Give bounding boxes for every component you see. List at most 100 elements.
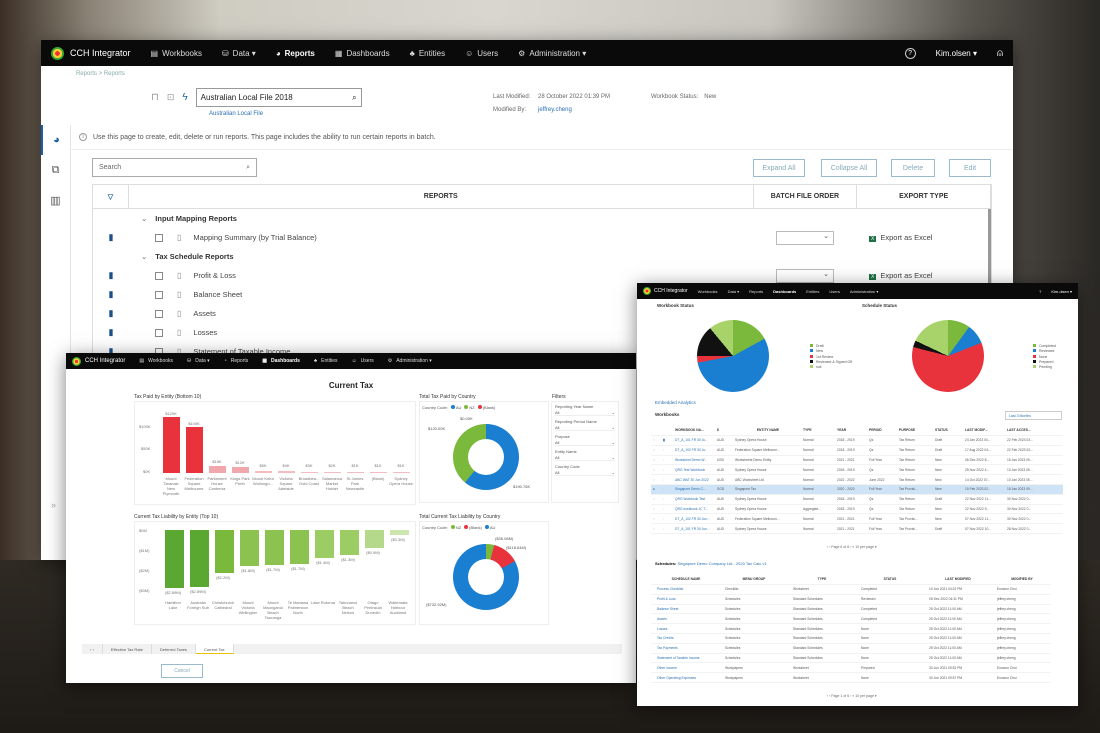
table-row[interactable]: Assets Schedules Standard Schedules Complet… xyxy=(651,614,1051,625)
bookmark-icon[interactable]: ▮ xyxy=(108,346,114,356)
filter-icon[interactable]: ▽ xyxy=(93,185,129,208)
table-row[interactable]: ○ ▫ QRG Workbook Test AUD Sydney Opera House… xyxy=(651,495,1063,505)
cancel-button[interactable]: Cancel xyxy=(161,664,203,678)
workbook-link[interactable]: ABC WAT 30 Jun 2022 xyxy=(675,477,709,482)
workbook-link[interactable]: DT_A_102 FR 30 Ju... xyxy=(675,448,708,453)
row-checkbox[interactable] xyxy=(155,290,163,299)
workbook-link[interactable]: QRG workbook JC T... xyxy=(675,506,708,511)
tab-deferred-taxes[interactable]: Deferred Taxes xyxy=(152,644,196,654)
bookmark-icon[interactable]: ▫ xyxy=(663,497,665,502)
nav-data[interactable]: Data ▾ xyxy=(727,288,740,294)
row-checkbox[interactable] xyxy=(155,328,163,337)
table-row[interactable]: ○ ▫ DT_A_101 FR 30 Jun... AUD Sydney Opera H… xyxy=(651,524,1063,534)
workbook-link[interactable]: QRG Workbook Test xyxy=(675,497,706,502)
bookmark-icon[interactable]: ▫ xyxy=(663,457,665,462)
export-excel[interactable]: X Export as Excel xyxy=(869,271,933,280)
tab-current-tax[interactable]: Current Tax xyxy=(195,644,234,654)
schedule-link[interactable]: Assets xyxy=(657,616,667,621)
nav-users[interactable]: ☺ Users xyxy=(465,48,499,58)
row-checkbox[interactable] xyxy=(155,309,163,318)
nav-dashboards[interactable]: Dashboards xyxy=(773,288,797,294)
collapse-all-button[interactable]: Collapse All xyxy=(821,159,877,177)
table-row[interactable]: Balance Sheet Schedules Standard Schedules… xyxy=(651,605,1051,615)
row-radio[interactable]: ○ xyxy=(653,526,655,531)
row-radio[interactable]: ○ xyxy=(653,438,655,443)
bookmark-icon[interactable]: ▮ xyxy=(108,232,114,242)
nav-workbooks[interactable]: ▤ Workbooks xyxy=(139,358,174,364)
lightning-icon[interactable]: ϟ xyxy=(182,92,188,103)
nav-entities[interactable]: ♣ Entities xyxy=(409,48,446,58)
nav-entities[interactable]: ♣ Entities xyxy=(313,358,338,364)
modified-by-link[interactable]: jeffrey.cheng xyxy=(538,107,572,113)
tab-nav-arrows[interactable]: ‹ › xyxy=(82,644,103,654)
schedule-link[interactable]: Profit & Loss xyxy=(657,597,676,602)
tax-paid-bar-chart[interactable]: $100K $50K $0K $120K $100K $15K $12K $5K… xyxy=(134,401,416,505)
bookmark-icon[interactable]: ▫ xyxy=(663,448,665,453)
lock-icon[interactable]: ⊡ xyxy=(166,92,175,102)
group-row[interactable]: ⌄ Tax Schedule Reports xyxy=(141,252,234,261)
table-row[interactable]: Other Income Workpapers Worksheet Prepared 3… xyxy=(651,663,1051,674)
bookmark-icon[interactable]: ▫ xyxy=(663,467,665,472)
filter-select[interactable]: All ⌄ xyxy=(555,425,615,431)
row-checkbox[interactable] xyxy=(155,271,163,280)
edit-button[interactable]: Edit xyxy=(949,159,991,177)
batch-order-select[interactable]: ⌄ xyxy=(776,268,834,283)
report-row[interactable]: ▮ ▯ Losses xyxy=(93,323,991,342)
schedule-status-pie[interactable] xyxy=(912,320,984,392)
table-row[interactable]: Other Operating Expenses Workpapers Worksh… xyxy=(651,673,1051,683)
row-radio[interactable]: ○ xyxy=(653,506,655,511)
workbook-link[interactable]: Singapore Demo C... xyxy=(675,487,706,492)
table-row[interactable]: ○ ▫ Worksheet Demo W... USD Worksheets Demo … xyxy=(651,456,1063,466)
batch-order-select[interactable]: ⌄ xyxy=(776,230,834,245)
bookmark-icon[interactable]: ⊓ xyxy=(151,92,159,103)
nav-workbooks[interactable]: Workbooks xyxy=(697,288,718,294)
row-checkbox[interactable] xyxy=(155,233,163,242)
table-row[interactable]: ○ ▮ DT_A_101 FR 30 Ju... AUD Sydney Opera Ho… xyxy=(651,436,1063,446)
report-row[interactable]: ▮ ▯ Assets xyxy=(93,304,991,323)
nav-users[interactable]: ☺ Users xyxy=(351,358,374,364)
workbook-selector[interactable]: Australian Local File 2018 ⌕ xyxy=(195,88,362,107)
sidebar-reports[interactable]: ◕ xyxy=(41,125,70,155)
help-icon[interactable]: ? xyxy=(904,47,916,59)
schedule-link[interactable]: Process Checklist xyxy=(657,587,684,592)
schedule-link[interactable]: Balance Sheet xyxy=(657,606,679,611)
liability-bar-chart[interactable]: $0M ($1M) ($2M) ($3M) ($2.89M) ($2.89M) … xyxy=(134,521,416,625)
row-radio[interactable]: ● xyxy=(653,487,655,492)
workbook-link[interactable]: DT_A_102 FR 30 Jun... xyxy=(675,516,710,521)
bookmark-icon[interactable]: ▮ xyxy=(108,289,114,299)
table-row[interactable]: ○ ▫ QRG workbook JC T... AUD Sydney Opera Ho… xyxy=(651,505,1063,515)
group-row[interactable]: ⌄ Input Mapping Reports xyxy=(141,214,237,223)
schedule-link[interactable]: Other Income xyxy=(657,665,677,670)
schedule-link[interactable]: Other Operating Expenses xyxy=(657,675,697,680)
table-row[interactable]: ○ ▫ ABC WAT 30 Jun 2022 AUD ABC Worksheet Lt… xyxy=(651,475,1063,485)
workbook-link[interactable]: DT_A_101 FR 30 Jun... xyxy=(675,526,710,531)
table-row[interactable]: Process Checklist Checklist Worksheet Compl… xyxy=(651,585,1051,595)
bookmark-icon[interactable]: ▮ xyxy=(108,308,114,318)
liability-donut[interactable]: Country Code: NZ (Blank) AU ($36.08M) ($118… xyxy=(419,521,549,625)
bookmark-icon[interactable]: ▫ xyxy=(663,526,665,531)
bookmark-icon[interactable]: ▫ xyxy=(663,487,665,492)
scrollbar[interactable] xyxy=(988,209,991,329)
tax-paid-donut[interactable]: Country Code: AU NZ (Blank) $0.00K $120.00K… xyxy=(419,401,549,503)
bookmark-icon[interactable]: ▫ xyxy=(663,477,665,482)
nav-reports[interactable]: ◕ Reports xyxy=(275,48,315,58)
row-radio[interactable]: ○ xyxy=(653,457,655,462)
nav-dashboards[interactable]: ▦ Dashboards xyxy=(334,48,390,58)
export-excel[interactable]: X Export as Excel xyxy=(869,233,933,242)
nav-reports[interactable]: ◔ Reports xyxy=(223,358,249,364)
nav-dashboards[interactable]: ▦ Dashboards xyxy=(262,358,300,364)
table-row[interactable]: Tax Payments Schedules Standard Schedules N… xyxy=(651,644,1051,654)
table-row[interactable]: Profit & Loss Schedules Standard Schedules… xyxy=(651,595,1051,605)
sidebar-charts[interactable]: ▥ xyxy=(50,194,61,207)
workbook-link[interactable]: Worksheet Demo W... xyxy=(675,457,708,462)
nav-users[interactable]: Users xyxy=(829,288,840,294)
row-radio[interactable]: ○ xyxy=(653,448,655,453)
row-radio[interactable]: ○ xyxy=(653,516,655,521)
table-row[interactable]: Tax Credits Schedules Standard Schedules No… xyxy=(651,634,1051,644)
filter-select[interactable]: All ⌄ xyxy=(555,410,615,416)
row-radio[interactable]: ○ xyxy=(653,497,655,502)
workbook-link[interactable]: QRG Test Workbook xyxy=(675,467,706,472)
table-row[interactable]: ○ ▫ QRG Test Workbook AUD Sydney Opera House… xyxy=(651,465,1063,476)
nav-entities[interactable]: Entities xyxy=(806,288,820,294)
sidebar-batch[interactable]: ⧉ xyxy=(51,163,60,176)
